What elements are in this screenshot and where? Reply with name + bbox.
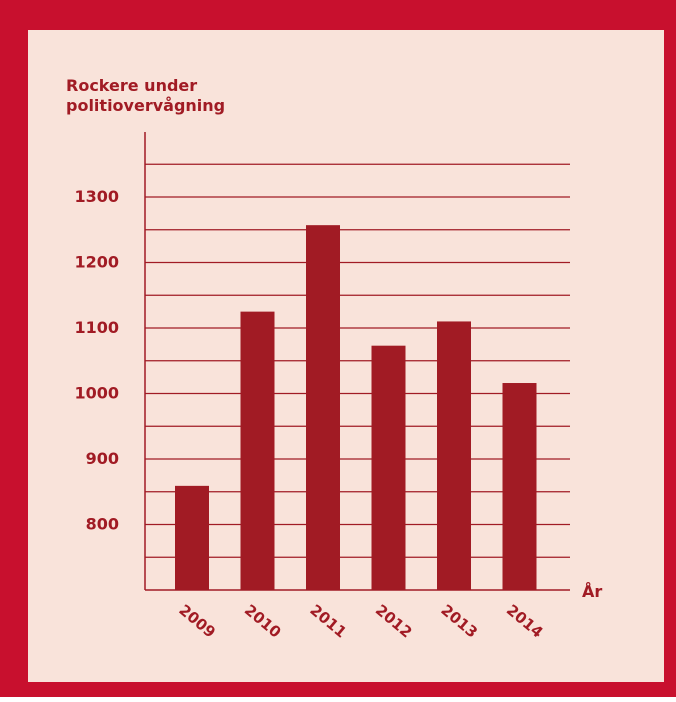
- y-tick-labels: 800 900 1000 1100 1200 1300: [74, 187, 119, 534]
- bar-2014: [502, 383, 537, 590]
- bar-2009: [175, 485, 209, 590]
- y-tick-label: 900: [86, 449, 119, 468]
- bars: [175, 225, 537, 591]
- y-tick-label: 1200: [74, 253, 119, 272]
- y-tick-label: 800: [86, 515, 119, 534]
- bar-2011: [306, 225, 340, 591]
- chart-title-line-2: politiovervågning: [66, 96, 225, 115]
- y-tick-label: 1300: [74, 187, 119, 206]
- y-tick-label: 1000: [74, 384, 119, 403]
- bar-2013: [437, 321, 471, 590]
- y-tick-label: 1100: [74, 318, 119, 337]
- bar-2012: [371, 345, 406, 590]
- chart-panel: [28, 30, 664, 682]
- grid-lines: [145, 163, 570, 558]
- x-axis-label: År: [582, 582, 602, 601]
- bar-2010: [240, 311, 275, 590]
- chart-title-line-1: Rockere under: [66, 76, 197, 95]
